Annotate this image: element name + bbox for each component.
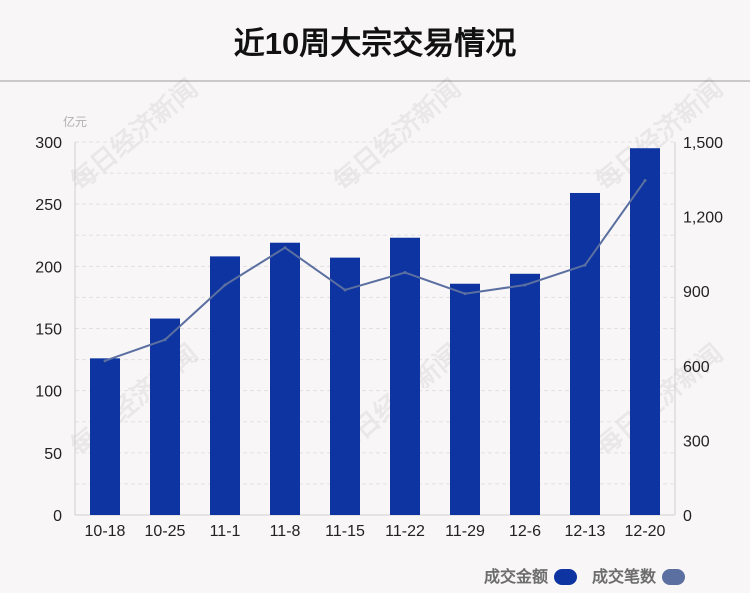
line-point xyxy=(163,338,167,342)
y-right-tick-label: 1,200 xyxy=(683,210,723,227)
x-tick-label: 12-6 xyxy=(509,523,541,540)
y-right-tick-label: 900 xyxy=(683,284,710,301)
x-tick-label: 11-8 xyxy=(270,523,301,540)
y-left-tick-label: 200 xyxy=(35,259,62,276)
bar xyxy=(150,318,180,515)
bar xyxy=(390,237,420,515)
x-tick-label: 12-20 xyxy=(625,523,666,540)
y-left-tick-label: 50 xyxy=(44,446,62,463)
line-point xyxy=(343,288,347,292)
line-point xyxy=(403,271,407,275)
title-divider xyxy=(0,80,750,82)
line-point xyxy=(283,246,287,250)
line-point xyxy=(223,283,227,287)
line-point xyxy=(103,359,107,363)
legend-swatch-amount xyxy=(554,569,578,585)
bar xyxy=(90,358,120,515)
legend-item-count: 成交笔数 xyxy=(592,563,686,587)
y-left-tick-label: 0 xyxy=(53,508,62,525)
y-right-tick-label: 0 xyxy=(683,508,692,525)
y-left-tick-label: 100 xyxy=(35,384,62,401)
y-right-tick-label: 1,500 xyxy=(683,135,723,152)
x-tick-label: 10-25 xyxy=(145,523,186,540)
bar xyxy=(330,257,360,515)
x-tick-label: 10-18 xyxy=(85,523,126,540)
legend-label-amount: 成交金额 xyxy=(484,569,549,586)
bar xyxy=(270,242,300,515)
bar xyxy=(210,256,240,515)
bar xyxy=(630,148,660,515)
legend-label-count: 成交笔数 xyxy=(592,569,657,586)
line-point xyxy=(463,292,467,296)
bar xyxy=(570,192,600,515)
bar xyxy=(510,273,540,515)
y-right-tick-label: 300 xyxy=(683,433,710,450)
legend-swatch-count xyxy=(662,569,686,585)
x-tick-label: 11-22 xyxy=(385,523,425,540)
bar xyxy=(450,283,480,515)
chart-title: 近10周大宗交易情况 xyxy=(233,26,517,61)
y-right-tick-label: 600 xyxy=(683,359,710,376)
x-tick-label: 11-1 xyxy=(210,523,241,540)
y-left-tick-label: 150 xyxy=(35,322,62,339)
y-left-tick-label: 250 xyxy=(35,197,62,214)
line-point xyxy=(643,179,647,183)
y-left-tick-label: 300 xyxy=(35,135,62,152)
line-point xyxy=(583,263,587,267)
line-series-count xyxy=(104,179,646,362)
x-tick-label: 11-29 xyxy=(445,523,485,540)
left-axis-unit: 亿元 xyxy=(63,115,88,129)
x-tick-label: 12-13 xyxy=(565,523,606,540)
x-tick-label: 11-15 xyxy=(325,523,365,540)
line-point xyxy=(523,283,527,287)
legend-item-amount: 成交金额 xyxy=(484,563,578,587)
